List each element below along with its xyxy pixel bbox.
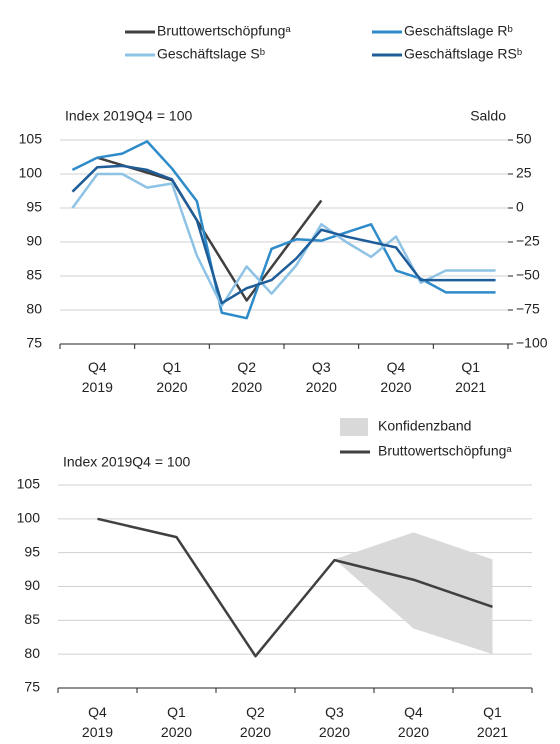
legend-label: Bruttowertschöpfungᵃ <box>157 23 291 39</box>
y2-axis-label: Saldo <box>470 108 506 124</box>
x-tick-label-line: 2021 <box>477 724 508 740</box>
y2-tick-label: −50 <box>516 267 540 283</box>
y2-tick-label: −25 <box>516 233 540 249</box>
x-tick-label-line: Q1 <box>483 704 502 720</box>
x-tick-label: Q4 2019 <box>82 359 113 395</box>
y-axis-label: Index 2019Q4 = 100 <box>65 108 192 124</box>
y-tick-label: 100 <box>17 510 41 526</box>
legend-label: Konfidenzband <box>378 418 471 434</box>
x-tick-label-line: 2019 <box>82 379 113 395</box>
x-tick-label-line: 2020 <box>156 379 187 395</box>
y-tick-label: 85 <box>24 611 40 627</box>
y-tick-label: 75 <box>26 335 42 351</box>
confidence-band <box>334 532 493 655</box>
x-tick-label-line: 2020 <box>398 724 429 740</box>
y-tick-label: 90 <box>26 233 42 249</box>
y-axis-label: Index 2019Q4 = 100 <box>63 454 190 470</box>
x-tick-label-line: 2019 <box>82 724 113 740</box>
y-tick-label: 80 <box>26 301 42 317</box>
x-tick-label: Q1 2020 <box>156 359 187 395</box>
x-tick-label-line: Q4 <box>404 704 423 720</box>
x-tick-label-line: 2020 <box>231 379 262 395</box>
x-tick-label: Q2 2020 <box>240 704 271 740</box>
legend-label: Bruttowertschöpfungᵃ <box>378 443 512 459</box>
x-tick-label: Q1 2021 <box>455 359 486 395</box>
x-tick-label-line: Q4 <box>387 359 406 375</box>
x-tick-label: Q3 2020 <box>306 359 337 395</box>
legend-label: Geschäftslage RSᵇ <box>404 46 522 62</box>
x-tick-label: Q1 2021 <box>477 704 508 740</box>
x-tick-label: Q1 2020 <box>161 704 192 740</box>
x-tick-label-line: Q1 <box>461 359 480 375</box>
y2-tick-label: 25 <box>516 165 532 181</box>
y-tick-label: 75 <box>24 679 40 695</box>
y-tick-label: 100 <box>19 165 43 181</box>
y-tick-label: 85 <box>26 267 42 283</box>
legend-swatch <box>340 418 368 436</box>
x-tick-label-line: Q2 <box>246 704 265 720</box>
y-tick-label: 90 <box>24 577 40 593</box>
series-line <box>97 517 493 658</box>
x-tick-label-line: Q3 <box>325 704 344 720</box>
x-tick-label-line: 2021 <box>455 379 486 395</box>
x-tick-label-line: 2020 <box>306 379 337 395</box>
y-tick-label: 80 <box>24 645 40 661</box>
legend-label: Geschäftslage Sᵇ <box>157 46 265 62</box>
y2-tick-label: 0 <box>516 199 524 215</box>
x-tick-label-line: Q4 <box>88 359 107 375</box>
x-tick-label-line: Q1 <box>163 359 182 375</box>
x-tick-label-line: 2020 <box>380 379 411 395</box>
x-tick-label: Q4 2019 <box>82 704 113 740</box>
x-tick-label-line: Q4 <box>88 704 107 720</box>
x-tick-label-line: 2020 <box>161 724 192 740</box>
x-tick-label-line: Q2 <box>237 359 256 375</box>
x-tick-label-line: 2020 <box>319 724 350 740</box>
series-line <box>71 164 496 305</box>
x-tick-label: Q4 2020 <box>380 359 411 395</box>
y2-tick-label: −75 <box>516 301 540 317</box>
y-tick-label: 95 <box>24 543 40 559</box>
x-tick-label-line: 2020 <box>240 724 271 740</box>
x-tick-label: Q3 2020 <box>319 704 350 740</box>
x-tick-label: Q4 2020 <box>398 704 429 740</box>
y2-tick-label: 50 <box>516 131 532 147</box>
y2-tick-label: −100 <box>516 335 548 351</box>
legend-label: Geschäftslage Rᵇ <box>404 23 513 39</box>
y-tick-label: 105 <box>19 131 43 147</box>
y-tick-label: 95 <box>26 199 42 215</box>
x-tick-label: Q2 2020 <box>231 359 262 395</box>
y-tick-label: 105 <box>17 476 41 492</box>
x-tick-label-line: Q3 <box>312 359 331 375</box>
x-tick-label-line: Q1 <box>167 704 186 720</box>
